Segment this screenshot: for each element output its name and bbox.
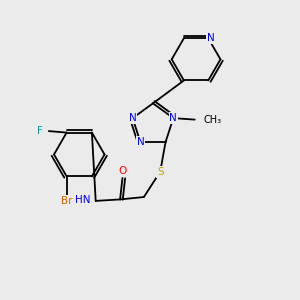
Text: N: N — [169, 113, 177, 123]
Text: F: F — [37, 126, 43, 136]
Text: N: N — [207, 33, 214, 43]
Text: HN: HN — [75, 195, 90, 205]
Text: S: S — [157, 167, 164, 177]
Text: N: N — [136, 137, 144, 147]
Text: CH₃: CH₃ — [203, 115, 221, 124]
Text: O: O — [118, 167, 127, 176]
Text: Br: Br — [61, 196, 72, 206]
Text: N: N — [129, 113, 136, 123]
